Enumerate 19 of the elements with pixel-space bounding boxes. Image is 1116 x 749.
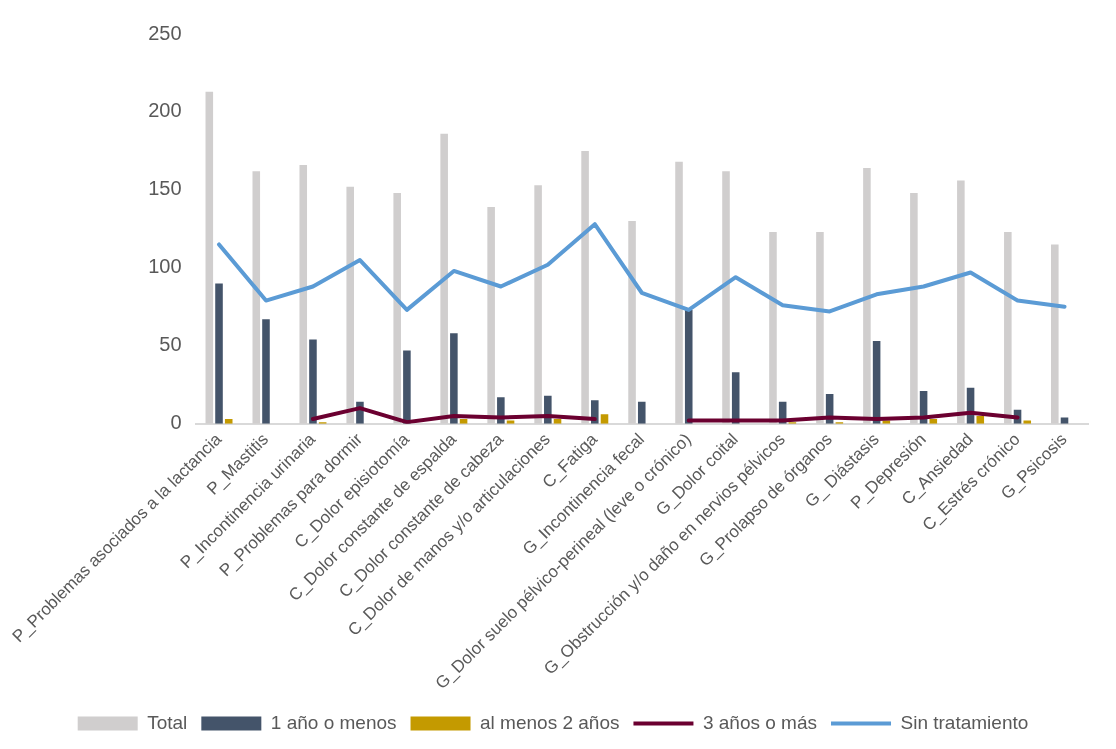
y-tick-label: 250 [148,21,182,44]
legend-label: 1 año o menos [270,711,397,733]
bar [215,283,223,424]
legend-label: al menos 2 años [480,711,620,733]
legend-label: 3 años o más [702,711,818,733]
bar [637,401,646,424]
y-tick-label: 50 [159,333,182,356]
legend-label: Total [147,711,188,733]
bar [224,419,233,424]
y-tick-label: 0 [170,411,182,434]
legend-label: Sin tratamiento [900,711,1029,733]
bar [976,415,985,424]
bar [262,319,270,424]
bar [684,309,693,424]
bar [309,339,317,424]
y-tick-label: 150 [148,177,182,200]
bar [450,333,458,424]
y-tick-label: 200 [148,99,182,122]
y-tick-label: 100 [148,255,182,278]
